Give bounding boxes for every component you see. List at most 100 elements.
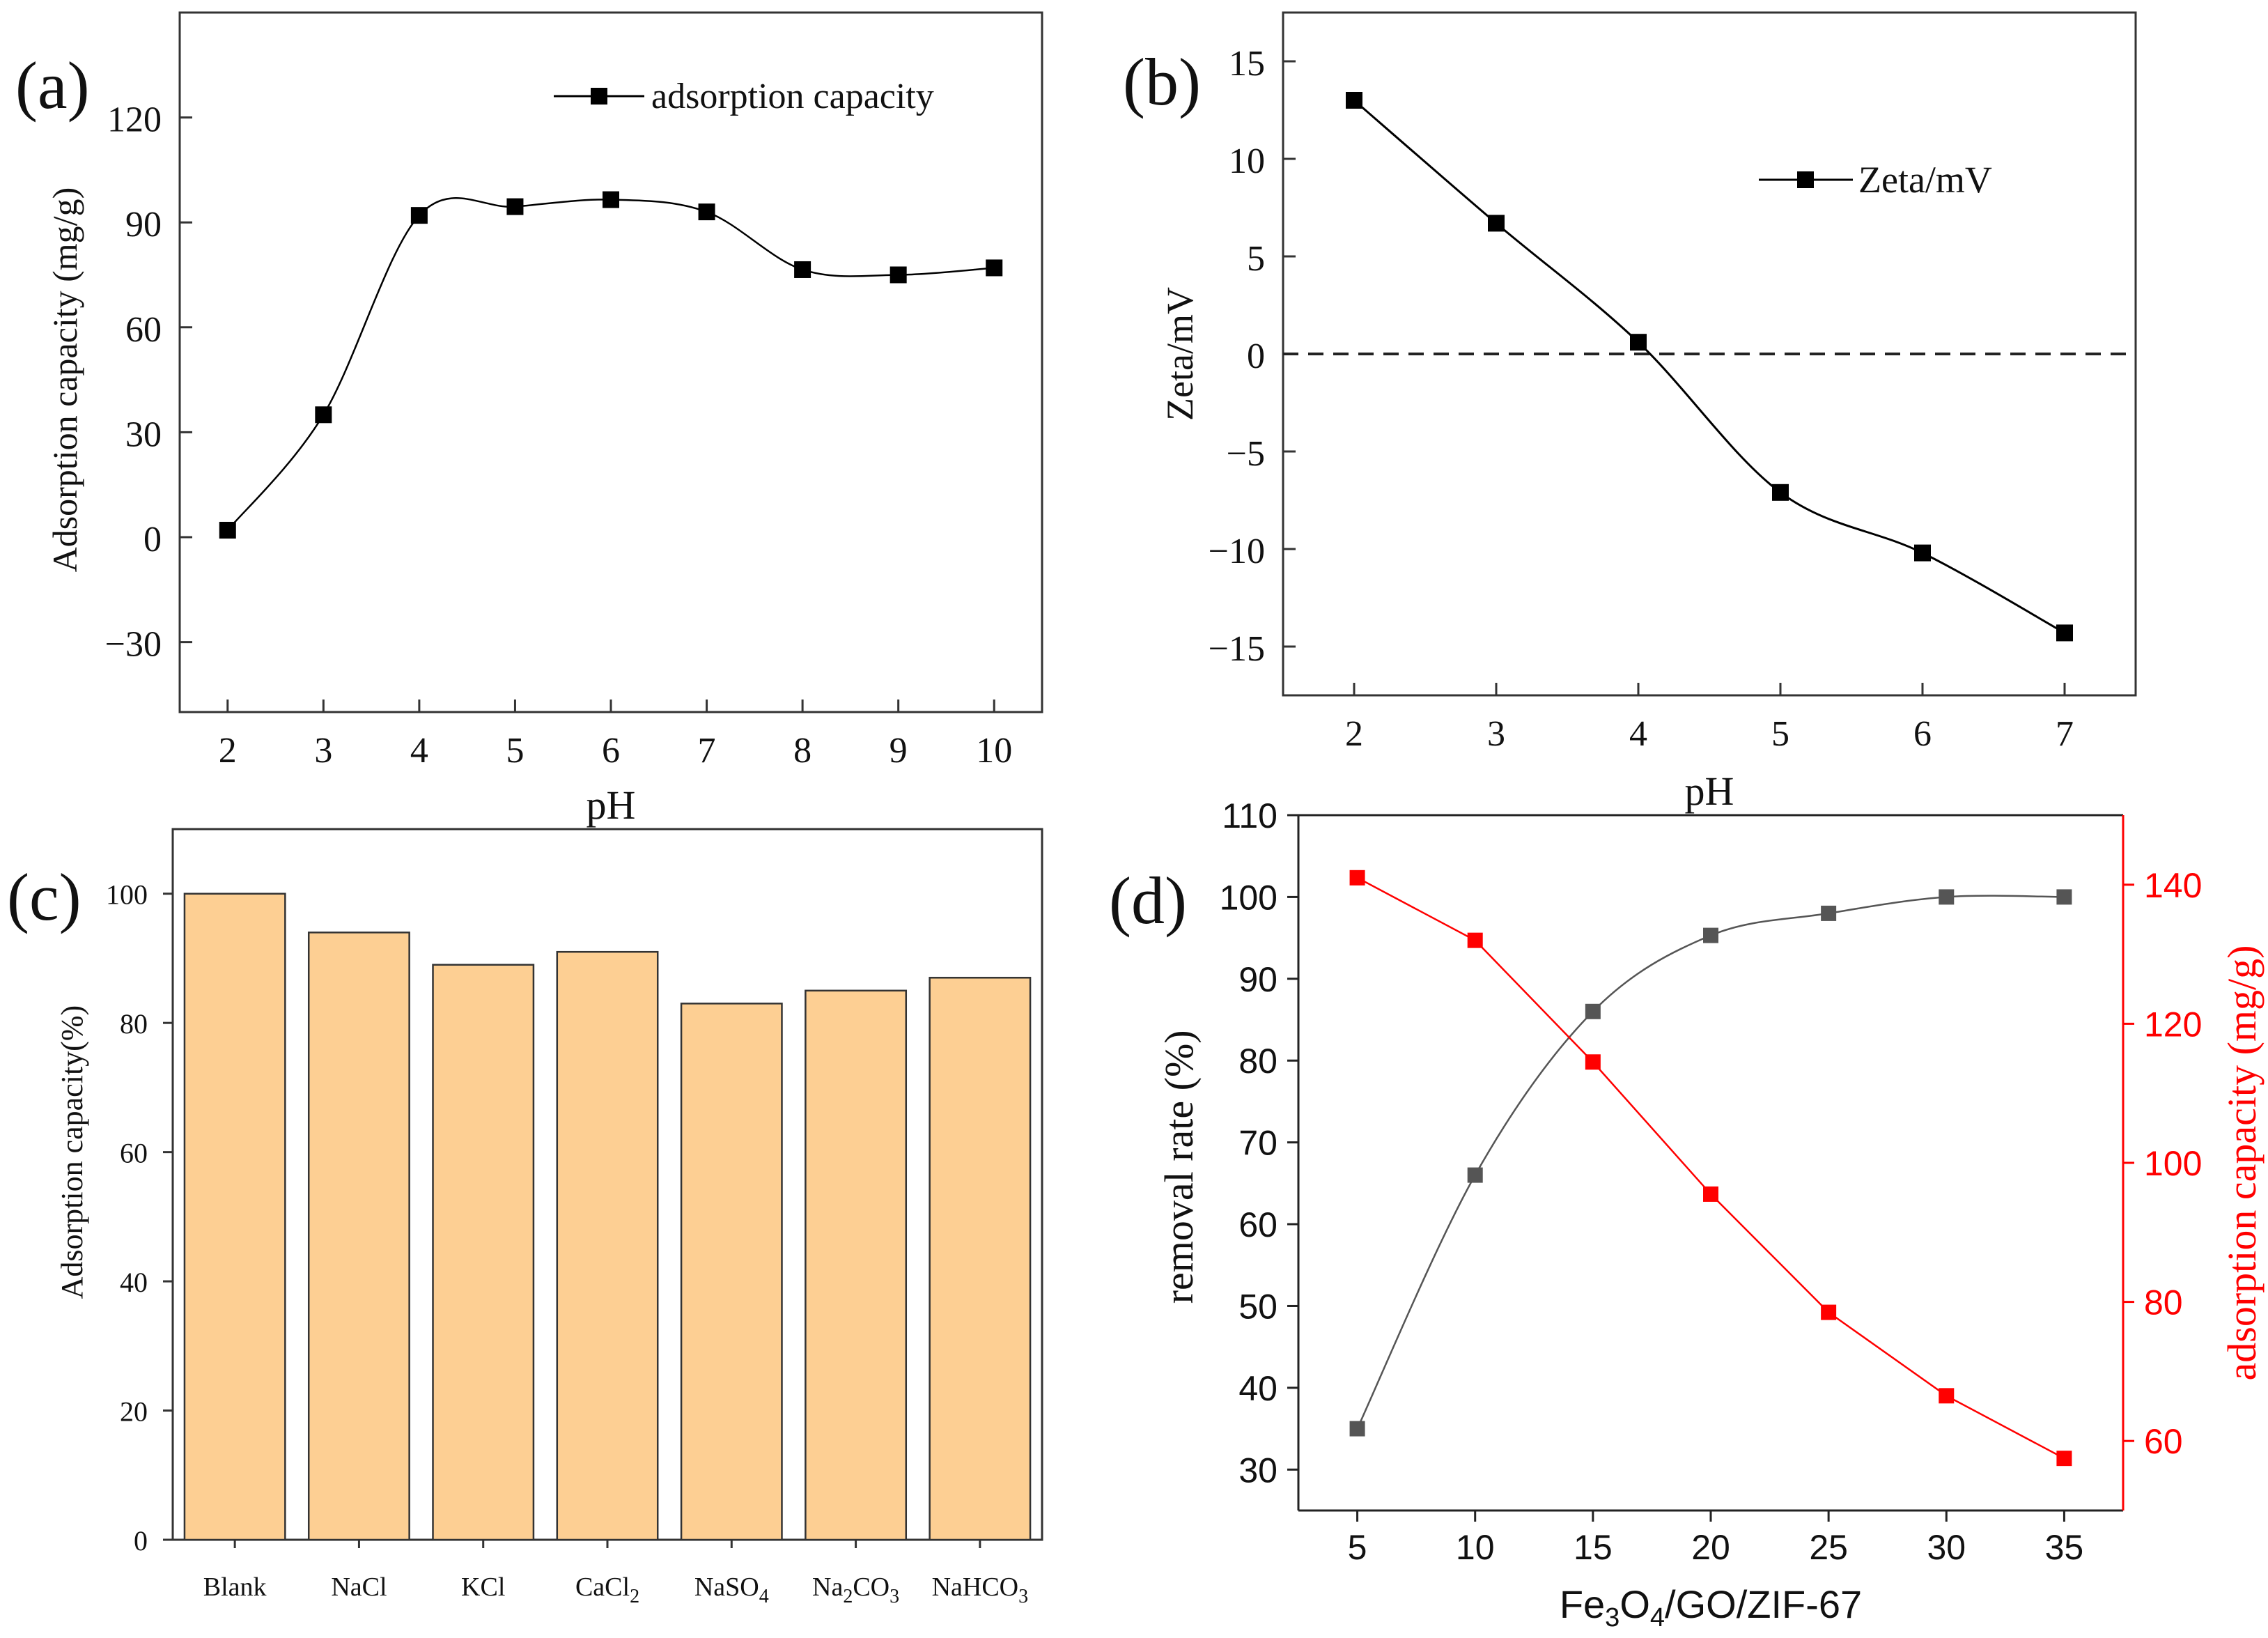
panel-a-xtick-label: 10 [976, 731, 1012, 771]
panel-a-ytick-label: 120 [107, 100, 162, 140]
panel-c-bar [307, 932, 410, 1541]
panel-c-chart: 0 20 40 60 80 100 Blank NaCl KCl CaCl2 NaSO4 Na2CO3… [7, 828, 1043, 1607]
panel-a-data-point [219, 521, 236, 539]
panel-b-data-point [1488, 215, 1505, 232]
panel-a-chart: −30 0 30 60 90 120 2 3 4 5 6 7 8 9 10 pH Adsorption capa… [15, 11, 1043, 828]
panel-b-xtick-label: 6 [1913, 714, 1932, 754]
panel-d-series-line-removal [1356, 895, 2065, 1430]
panel-b-series-line [1353, 99, 2065, 634]
panel-c-category-label: NaHCO3 [932, 1573, 1029, 1607]
panel-d-data-point-removal [1585, 1003, 1601, 1019]
panel-b-data-point [1772, 484, 1789, 501]
panel-b-label: (b) [1123, 45, 1201, 119]
panel-d-xtick-label: 15 [1574, 1528, 1613, 1567]
panel-c-bar [929, 977, 1032, 1541]
panel-c-ylabel: Adsorption capacity(%) [55, 1005, 89, 1299]
panel-a-ytick-label: −30 [105, 625, 162, 665]
panel-a-xtick-label: 7 [698, 731, 716, 771]
panel-d-xtick-label: 35 [2045, 1528, 2084, 1567]
panel-d-ytick-label: 110 [1222, 796, 1277, 835]
panel-b-ytick-label: 5 [1247, 239, 1265, 279]
panel-b-xtick-label: 2 [1345, 714, 1363, 754]
panel-c-bar [680, 1003, 783, 1541]
panel-d-data-point-removal [1349, 1421, 1365, 1437]
panel-b-xtick-label: 3 [1487, 714, 1505, 754]
panel-b-ytick-label: 0 [1247, 337, 1265, 376]
panel-b-ytick-label: 15 [1229, 44, 1265, 84]
panel-c-category-label: NaSO4 [694, 1573, 769, 1607]
panel-a-data-point [890, 266, 907, 284]
panel-a-ytick-label: 90 [125, 205, 162, 245]
panel-b-xtick-label: 5 [1771, 714, 1789, 754]
panel-a-data-point [506, 198, 524, 215]
panel-d-y2tick-label: 60 [2144, 1422, 2183, 1461]
panel-d-data-point-removal [1939, 889, 1955, 905]
panel-b-ylabel: Zeta/mV [1159, 287, 1201, 421]
panel-b-ytick-label: −5 [1227, 434, 1265, 474]
panel-d-label: (d) [1109, 863, 1187, 938]
panel-b-data-point [2056, 624, 2073, 642]
panel-b-data-point [1630, 334, 1647, 351]
panel-c-ytick-label: 60 [120, 1138, 148, 1169]
panel-d-xtick-label: 10 [1456, 1528, 1495, 1567]
panel-d-xtick-label: 30 [1927, 1528, 1966, 1567]
panel-d-ytick-label: 50 [1238, 1287, 1277, 1326]
panel-c-bar [432, 964, 535, 1541]
panel-b-ytick-label: 10 [1229, 141, 1265, 181]
panel-a-data-point [315, 406, 332, 424]
panel-a-data-point [603, 191, 619, 208]
panel-d-data-point-removal [1821, 905, 1837, 921]
panel-b-data-point [1346, 92, 1362, 109]
panel-b-xlabel: pH [1685, 768, 1734, 814]
panel-d-data-point-adsorption [1585, 1054, 1601, 1070]
panel-a-legend-marker [591, 88, 607, 105]
panel-b-chart: −15 −10 −5 0 5 10 15 2 3 4 5 6 7 pH Zeta/mV (b) Zeta/mV [1123, 11, 2137, 814]
panel-a-legend-label: adsorption capacity [651, 77, 934, 116]
panel-d-data-point-removal [2056, 889, 2072, 905]
panel-c-ytick-label: 40 [120, 1267, 148, 1298]
panel-a-xtick-label: 2 [219, 731, 237, 771]
panel-c-category-label: NaCl [331, 1573, 387, 1602]
panel-b-ytick-label: −15 [1209, 629, 1265, 669]
panel-a-xtick-label: 8 [793, 731, 811, 771]
panel-c-bar [183, 893, 286, 1541]
panel-d-ytick-label: 70 [1238, 1124, 1277, 1163]
panel-d-chart: 30 40 50 60 70 80 90 100 110 60 80 100 120 140 5 10 15 20… [1109, 796, 2265, 1632]
panel-a-data-point [698, 203, 715, 221]
panel-c-label: (c) [7, 860, 81, 934]
panel-d-xlabel: Fe3O4/GO/ZIF-67 [1560, 1582, 1862, 1632]
panel-a-xtick-label: 3 [314, 731, 332, 771]
panel-a-ytick-label: 30 [125, 415, 162, 454]
panel-d-data-point-removal [1467, 1167, 1483, 1183]
panel-c-bar [556, 950, 659, 1541]
panel-c-category-label: Blank [203, 1573, 267, 1602]
panel-a-xlabel: pH [587, 782, 636, 828]
panel-d-ytick-label: 30 [1238, 1451, 1277, 1490]
panel-d-xtick-label: 5 [1348, 1528, 1367, 1567]
panel-d-xtick-label: 25 [1809, 1528, 1848, 1567]
panel-a-ytick-label: 0 [143, 520, 162, 559]
panel-b-data-point [1914, 544, 1931, 562]
panel-c-category-label: Na2CO3 [812, 1573, 899, 1607]
panel-b-xtick-label: 4 [1629, 714, 1647, 754]
panel-d-y2tick-label: 80 [2144, 1283, 2183, 1322]
panel-c-bar [805, 989, 908, 1541]
panel-d-ytick-label: 100 [1220, 878, 1277, 917]
panel-d-data-point-removal [1703, 927, 1718, 943]
panel-a-data-point [986, 259, 1003, 277]
panel-c-ytick-label: 0 [134, 1525, 148, 1556]
panel-a-series-line [226, 197, 995, 531]
panel-d-ytick-label: 60 [1238, 1205, 1277, 1244]
panel-d-data-point-adsorption [1939, 1388, 1955, 1404]
panel-d-data-point-adsorption [1703, 1186, 1718, 1202]
panel-d-ytick-label: 90 [1238, 960, 1277, 999]
panel-a-xtick-label: 6 [602, 731, 620, 771]
panel-d-xtick-label: 20 [1691, 1528, 1730, 1567]
panel-b-ytick-label: −10 [1209, 532, 1265, 571]
panel-b-legend-marker [1797, 171, 1814, 188]
panel-d-data-point-adsorption [2056, 1451, 2072, 1467]
panel-d-y2tick-label: 120 [2144, 1005, 2202, 1044]
panel-d-data-point-adsorption [1821, 1304, 1837, 1320]
panel-a-ylabel: Adsorption capacity (mg/g) [45, 187, 84, 573]
